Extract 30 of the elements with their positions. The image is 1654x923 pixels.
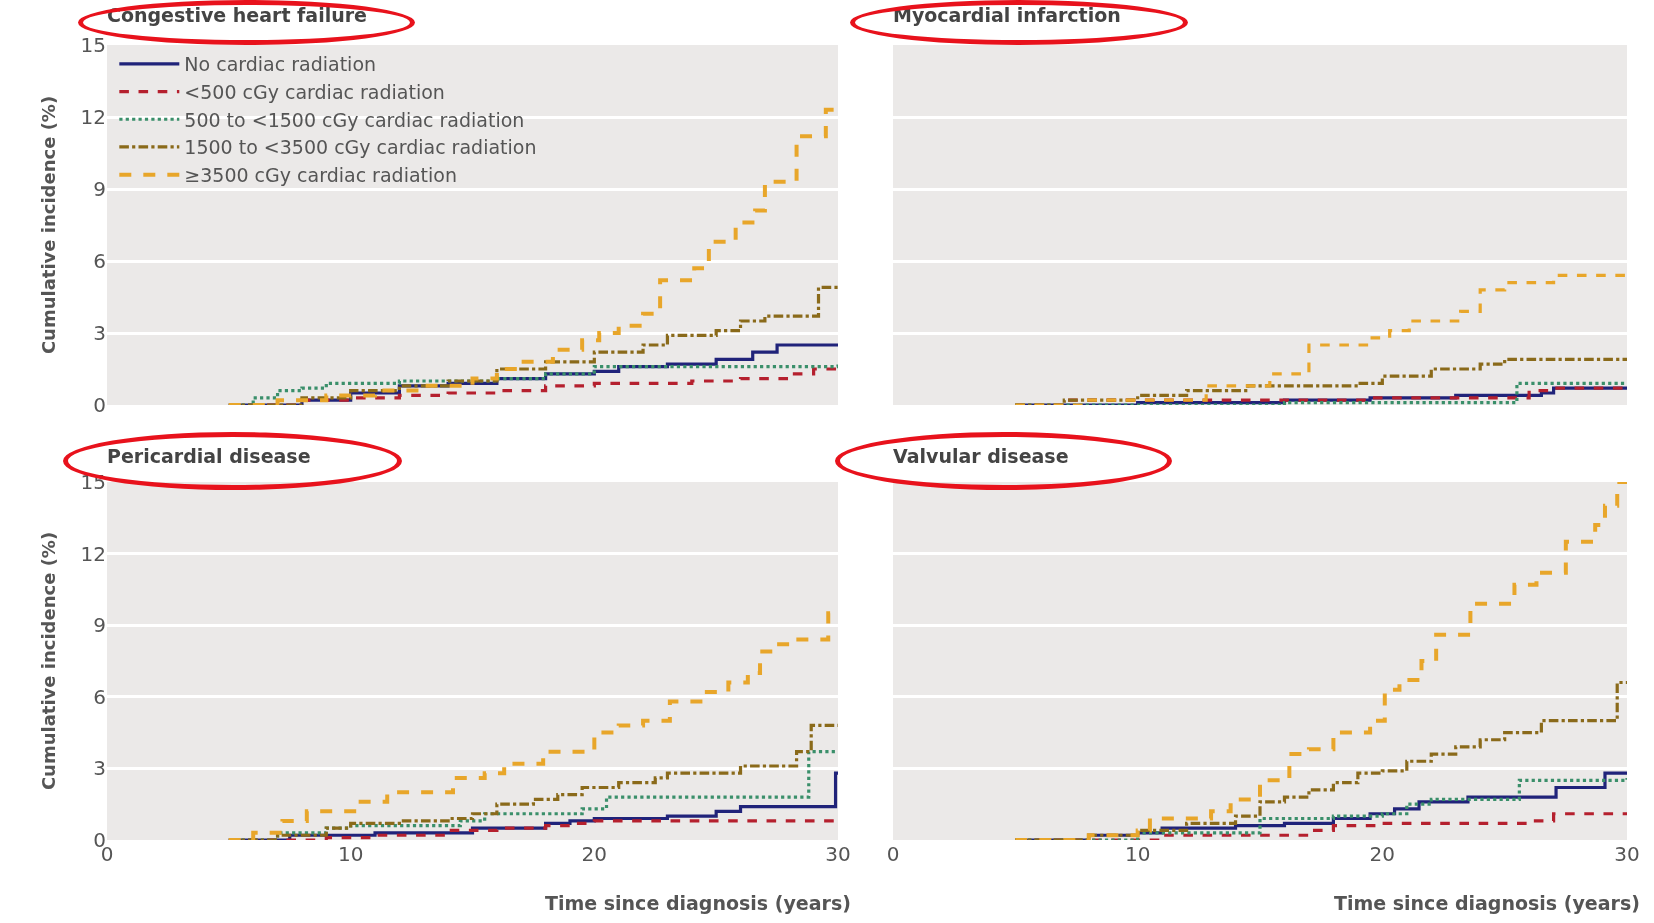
y-tick-label: 6 (93, 684, 106, 709)
legend-label: No cardiac radiation (184, 53, 377, 76)
x-tick-label: 20 (1369, 842, 1396, 866)
chart-title: Myocardial infarction (893, 4, 1121, 27)
y-tick-label: 12 (80, 105, 106, 129)
legend-label: 1500 to <3500 cGy cardiac radiation (184, 136, 537, 159)
x-tick-label: 30 (1614, 842, 1640, 866)
x-axis-title: Time since diagnosis (years) (545, 892, 851, 914)
x-axis-title: Time since diagnosis (years) (1334, 892, 1640, 914)
x-tick-label: 0 (886, 842, 900, 866)
chart-title: Pericardial disease (107, 445, 311, 468)
legend-label: ≥3500 cGy cardiac radiation (184, 164, 457, 187)
chart-title: Valvular disease (893, 445, 1069, 468)
legend-label: 500 to <1500 cGy cardiac radiation (184, 108, 525, 131)
y-axis-title: Cumulative incidence (%) (37, 531, 59, 791)
x-tick-label: 30 (825, 842, 851, 866)
y-tick-label: 9 (93, 613, 106, 638)
x-tick-label: 10 (1124, 842, 1151, 866)
x-tick-label: 10 (337, 842, 364, 866)
x-tick-label: 20 (581, 842, 608, 866)
y-tick-label: 0 (93, 393, 106, 417)
y-tick-label: 9 (93, 177, 106, 201)
chart-title: Congestive heart failure (107, 4, 367, 27)
y-tick-label: 12 (80, 541, 106, 566)
y-tick-label: 6 (93, 249, 106, 273)
y-tick-label: 3 (93, 321, 106, 345)
legend-label: <500 cGy cardiac radiation (184, 80, 445, 103)
y-axis-title: Cumulative incidence (%) (37, 95, 59, 355)
y-tick-label: 3 (93, 756, 106, 781)
y-tick-label: 15 (80, 33, 106, 57)
